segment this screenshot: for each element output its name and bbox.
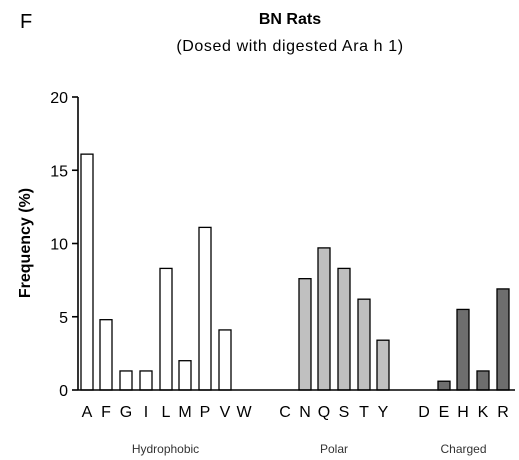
x-tick-label-H: H <box>457 404 469 421</box>
bar-K <box>476 370 490 391</box>
panel-label: F <box>20 11 32 33</box>
y-axis-ticks: 0 5 10 15 20 <box>50 90 78 400</box>
group-labels: Hydrophobic Polar Charged <box>132 442 487 456</box>
x-tick-label-P: P <box>200 404 211 421</box>
bar-L <box>159 267 173 391</box>
bar-A <box>80 153 94 391</box>
x-tick-label-R: R <box>497 404 509 421</box>
x-tick-label-E: E <box>439 404 450 421</box>
y-tick-label: 5 <box>59 310 68 327</box>
bar-G <box>119 370 133 391</box>
group-label: Charged <box>440 442 486 456</box>
bar-F <box>99 319 113 391</box>
x-tick-label-M: M <box>178 404 191 421</box>
group-label: Polar <box>320 442 348 456</box>
chart-subtitle: (Dosed with digested Ara h 1) <box>176 38 403 55</box>
y-axis-label: Frequency (%) <box>17 188 34 298</box>
x-tick-label-L: L <box>162 404 171 421</box>
bar-Q <box>317 247 331 391</box>
bar-R <box>496 288 510 391</box>
bar-T <box>357 298 371 391</box>
x-tick-label-C: C <box>279 404 291 421</box>
x-tick-label-Q: Q <box>318 404 330 421</box>
x-tick-label-F: F <box>101 404 111 421</box>
x-tick-label-D: D <box>418 404 430 421</box>
x-tick-label-N: N <box>299 404 311 421</box>
x-tick-label-Y: Y <box>378 404 389 421</box>
bar-Y <box>376 339 390 391</box>
chart-title: BN Rats <box>259 11 321 28</box>
group-label: Hydrophobic <box>132 442 199 456</box>
bar-N <box>298 278 312 391</box>
x-tick-label-G: G <box>120 404 132 421</box>
bar-V <box>218 329 232 391</box>
bar-P <box>198 226 212 391</box>
x-tick-label-K: K <box>478 404 489 421</box>
y-tick-label: 0 <box>59 383 68 400</box>
bar-H <box>456 308 470 391</box>
x-tick-label-S: S <box>339 404 350 421</box>
x-tick-label-W: W <box>236 404 252 421</box>
x-tick-label-T: T <box>359 404 369 421</box>
x-tick-label-V: V <box>220 404 231 421</box>
bar-S <box>337 267 351 391</box>
y-tick-label: 10 <box>50 237 68 254</box>
x-tick-label-I: I <box>144 404 148 421</box>
y-tick-label: 15 <box>50 163 68 180</box>
y-tick-label: 20 <box>50 90 68 107</box>
bars <box>80 153 510 391</box>
bar-E <box>437 380 451 391</box>
bar-M <box>178 360 192 391</box>
bar-I <box>139 370 153 391</box>
x-tick-label-A: A <box>82 404 93 421</box>
